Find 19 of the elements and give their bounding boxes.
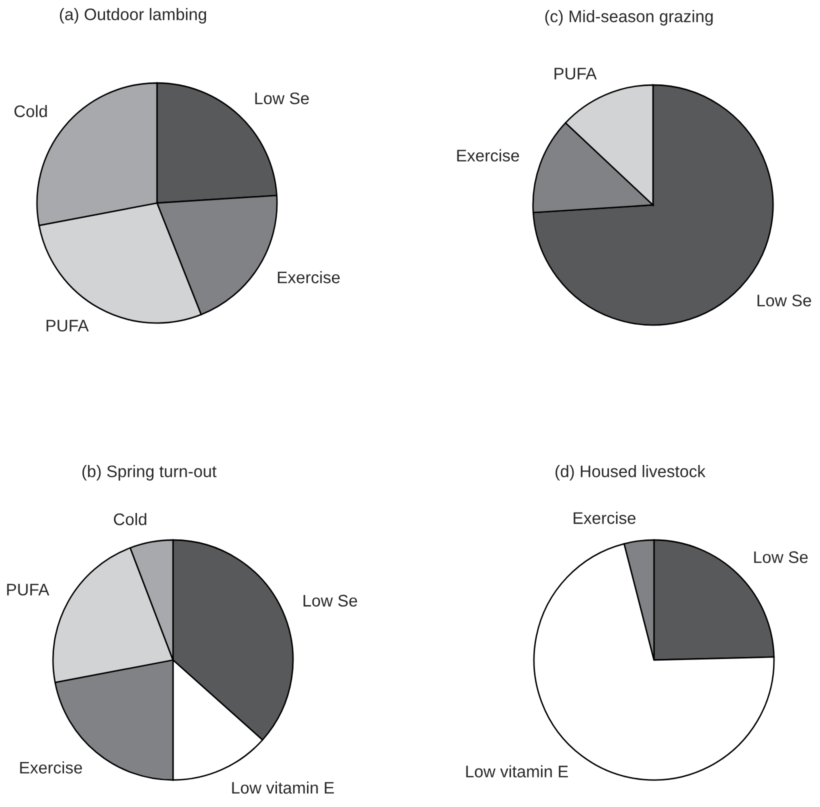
slice-label: PUFA (554, 68, 597, 80)
slice-label: Low Se (255, 92, 309, 104)
slice-label: Low vitamin E (466, 765, 568, 778)
slice-label: Exercise (20, 761, 82, 774)
slice-label: Low Se (304, 594, 358, 607)
slice-label: Exercise (457, 149, 520, 162)
chart-title: (b) Spring turn-out (82, 465, 217, 481)
slice-label: Low Se (754, 551, 808, 564)
chart-title: (c) Mid-season grazing (545, 10, 713, 26)
chart-title: (d) Housed livestock (556, 465, 706, 481)
slice-label: Low vitamin E (232, 781, 334, 794)
slice-label: Low Se (758, 294, 812, 306)
slice-label: PUFA (7, 584, 50, 596)
slice-label: Exercise (574, 512, 636, 524)
slice-label: Cold (14, 104, 47, 118)
slice-label: Exercise (278, 271, 340, 284)
slice-label: PUFA (46, 320, 89, 332)
slice-label: Cold (114, 512, 146, 526)
chart-title: (a) Outdoor lambing (60, 8, 206, 24)
